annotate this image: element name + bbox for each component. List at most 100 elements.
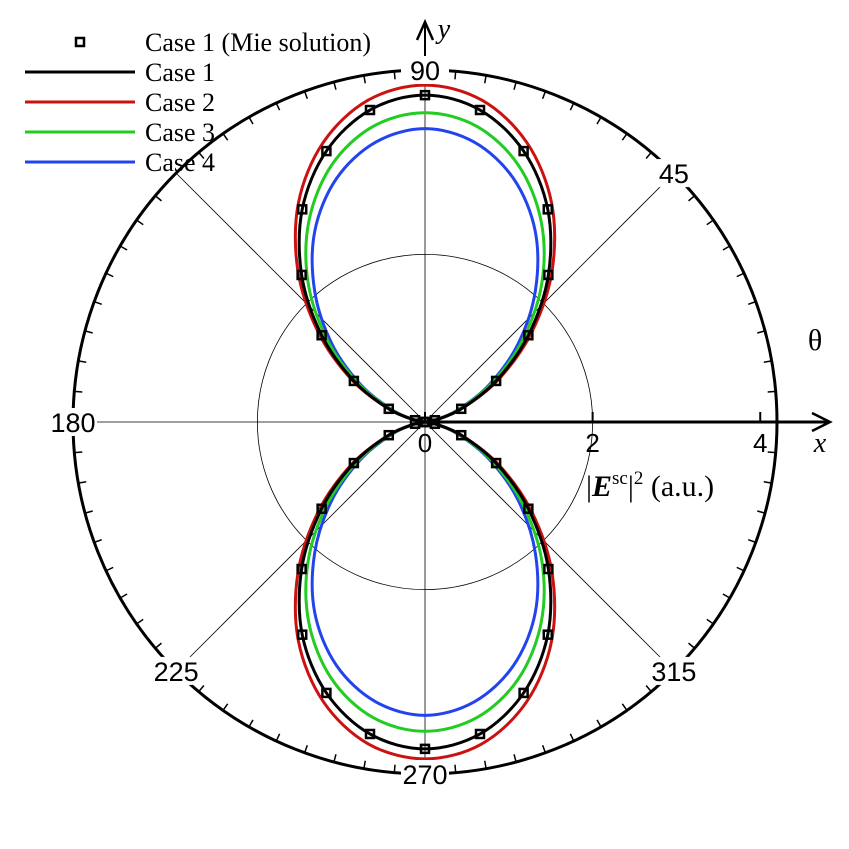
minor-tick — [84, 330, 93, 334]
series-marker — [409, 418, 421, 429]
series-marker — [474, 104, 486, 116]
minor-tick — [248, 116, 254, 125]
series-marker — [419, 743, 431, 755]
series-marker — [543, 563, 554, 575]
theta-label-bg — [401, 760, 449, 788]
minor-tick — [736, 566, 745, 572]
minor-tick — [275, 733, 281, 742]
theta-tick-label: 180 — [50, 408, 95, 438]
minor-tick — [78, 360, 87, 364]
minor-tick — [513, 754, 517, 763]
legend-marker — [74, 36, 86, 48]
legend-label: Case 1 (Mie solution) — [145, 28, 371, 57]
minor-tick — [78, 480, 87, 484]
minor-tick — [454, 71, 457, 80]
minor-tick — [483, 75, 487, 84]
legend-label: Case 1 — [145, 58, 215, 87]
minor-tick — [333, 754, 337, 763]
series-marker — [296, 563, 307, 575]
minor-tick — [645, 151, 652, 159]
minor-tick — [393, 71, 396, 80]
minor-tick — [722, 245, 731, 251]
r-label-part: 2 — [634, 468, 644, 489]
series-marker — [383, 403, 395, 415]
minor-tick — [74, 451, 83, 454]
series-marker — [455, 429, 467, 441]
minor-tick — [621, 703, 628, 711]
series-marker — [543, 269, 554, 281]
minor-tick — [483, 760, 487, 769]
series-marker — [316, 330, 327, 341]
spoke — [175, 421, 426, 672]
y-label: y — [435, 14, 451, 45]
minor-tick — [248, 719, 254, 728]
minor-tick — [747, 300, 757, 306]
theta-tick-label: 45 — [659, 159, 689, 189]
minor-tick — [84, 510, 93, 514]
minor-tick — [303, 744, 309, 754]
minor-tick — [136, 219, 144, 226]
series-marker — [296, 629, 308, 640]
theta-tick-label: 270 — [402, 760, 447, 790]
theta-label-bg — [649, 656, 698, 685]
series-marker — [364, 104, 376, 116]
minor-tick — [93, 538, 103, 544]
minor-tick — [747, 538, 757, 544]
minor-tick — [93, 300, 103, 306]
theta-tick-label: 315 — [651, 657, 696, 687]
series-marker — [518, 145, 529, 157]
theta-label-bg — [649, 159, 698, 188]
spoke — [424, 172, 675, 423]
legend-label: Case 3 — [145, 118, 215, 147]
series-marker — [419, 89, 431, 101]
r-label-part: (a.u.) — [643, 470, 714, 503]
series-marker — [383, 429, 395, 441]
minor-tick — [621, 133, 628, 141]
minor-tick — [222, 703, 229, 711]
minor-tick — [105, 272, 114, 278]
minor-tick — [757, 510, 766, 514]
minor-tick — [688, 642, 696, 649]
minor-tick — [569, 102, 575, 111]
minor-tick — [706, 219, 714, 226]
legend-label: Case 4 — [145, 148, 215, 177]
r-tick-label: 0 — [418, 428, 432, 458]
theta-label: θ — [808, 324, 822, 357]
minor-tick — [119, 593, 128, 599]
minor-tick — [736, 272, 745, 278]
r-label: |Esc|2 (a.u.) — [586, 468, 714, 503]
r-label-part: sc — [612, 468, 628, 489]
series-marker — [490, 375, 502, 387]
minor-tick — [154, 195, 162, 202]
minor-tick — [706, 618, 714, 625]
spoke — [424, 421, 675, 672]
series-marker — [455, 403, 467, 415]
minor-tick — [541, 90, 547, 100]
r-label-part: | — [586, 470, 592, 503]
minor-tick — [222, 133, 229, 141]
legend-label: Case 2 — [145, 88, 215, 117]
series-marker — [542, 204, 554, 215]
minor-tick — [596, 719, 602, 728]
x-label: x — [813, 428, 827, 459]
r-tick-label: 4 — [753, 428, 767, 458]
series-marker — [429, 418, 441, 429]
theta-tick-label: 225 — [154, 657, 199, 687]
series-marker — [321, 687, 332, 699]
series-marker — [348, 375, 360, 387]
x-arrow — [811, 411, 833, 433]
minor-tick — [763, 360, 772, 364]
minor-tick — [275, 102, 281, 111]
minor-tick — [596, 116, 602, 125]
series-marker — [474, 728, 486, 740]
minor-tick — [363, 75, 367, 84]
series-marker — [523, 503, 534, 514]
series-marker — [316, 503, 327, 514]
minor-tick — [136, 618, 144, 625]
minor-tick — [757, 330, 766, 334]
minor-tick — [74, 390, 83, 393]
series-marker — [542, 629, 554, 640]
r-tick-label: 2 — [585, 428, 599, 458]
